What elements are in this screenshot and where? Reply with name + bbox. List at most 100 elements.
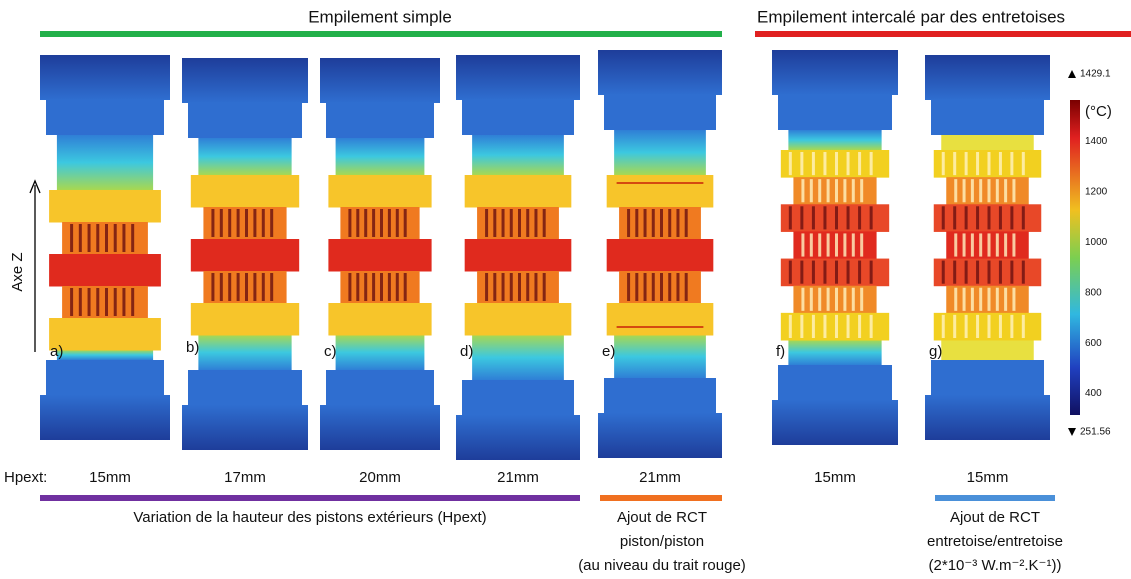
tooth	[501, 273, 505, 301]
tooth	[534, 273, 538, 301]
tooth	[788, 152, 792, 176]
tooth	[1004, 287, 1008, 311]
tooth	[493, 209, 497, 237]
tooth	[851, 287, 855, 311]
tooth	[995, 233, 999, 257]
tooth	[684, 209, 688, 237]
neck	[335, 138, 425, 175]
tooth	[826, 233, 830, 257]
tooth	[941, 206, 945, 230]
tooth	[1021, 314, 1025, 338]
tooth	[823, 314, 827, 338]
tooth	[211, 273, 215, 301]
colorbar-tick: 400	[1085, 388, 1102, 399]
hpext-value: 20mm	[359, 469, 401, 486]
stack-layer	[49, 318, 161, 351]
tooth	[627, 209, 631, 237]
tooth	[542, 273, 546, 301]
tooth	[1012, 287, 1016, 311]
hpext-value: 15mm	[89, 469, 131, 486]
tooth	[635, 209, 639, 237]
stack-layer	[328, 239, 432, 272]
max-arrow	[1068, 70, 1076, 78]
cap-step	[462, 100, 574, 135]
tooth	[122, 224, 126, 252]
neck	[614, 130, 706, 175]
tooth	[245, 209, 248, 237]
tooth	[835, 152, 838, 176]
tooth	[953, 152, 957, 176]
tooth	[236, 273, 240, 301]
caption-line: Ajout de RCT	[950, 509, 1040, 526]
cap	[40, 55, 170, 100]
tooth	[1010, 152, 1014, 176]
stack-layer	[464, 303, 572, 336]
tooth	[995, 179, 999, 203]
panel-label: a)	[50, 343, 63, 360]
stack-layer	[606, 239, 714, 272]
tooth	[509, 273, 513, 301]
tooth	[1012, 179, 1016, 203]
tooth	[835, 233, 838, 257]
tooth	[1010, 260, 1014, 284]
tooth	[501, 209, 505, 237]
tooth	[1012, 233, 1016, 257]
tooth	[811, 206, 815, 230]
tooth	[403, 273, 407, 301]
tooth	[261, 209, 265, 237]
tooth	[253, 273, 257, 301]
stack-layer	[606, 175, 714, 208]
tooth	[800, 260, 804, 284]
min-arrow	[1068, 428, 1076, 436]
tooth	[651, 209, 655, 237]
caption-line: Ajout de RCT	[617, 509, 707, 526]
tooth	[962, 179, 966, 203]
colorbar-tick: 1200	[1085, 186, 1108, 197]
stack-layer	[190, 175, 300, 208]
tooth	[979, 233, 983, 257]
tooth	[954, 287, 958, 311]
neck	[472, 335, 564, 380]
neck	[941, 340, 1034, 360]
tooth	[270, 209, 274, 237]
tooth	[809, 287, 813, 311]
tooth	[987, 233, 991, 257]
tooth	[96, 224, 100, 252]
cap-step	[604, 378, 716, 413]
tooth	[954, 179, 958, 203]
cap-step	[326, 370, 434, 405]
neck	[472, 135, 564, 175]
tooth	[987, 152, 991, 176]
tooth	[976, 152, 980, 176]
tooth	[526, 209, 530, 237]
tooth	[1021, 260, 1025, 284]
tooth	[970, 233, 974, 257]
tooth	[1004, 233, 1008, 257]
neck	[788, 340, 882, 365]
cap-step	[931, 100, 1044, 135]
tooth	[809, 233, 813, 257]
tooth	[485, 209, 489, 237]
tooth	[835, 206, 838, 230]
tooth	[219, 273, 223, 301]
tooth	[78, 224, 82, 252]
tooth	[953, 206, 957, 230]
tooth	[372, 209, 376, 237]
tooth	[851, 179, 855, 203]
tooth	[998, 206, 1002, 230]
tooth	[976, 314, 980, 338]
tooth	[534, 209, 538, 237]
tooth	[356, 209, 360, 237]
cap	[40, 395, 170, 440]
cap-step	[462, 380, 574, 415]
tooth	[953, 260, 957, 284]
tooth	[643, 209, 647, 237]
tooth	[846, 206, 850, 230]
cap-step	[778, 95, 892, 130]
tooth	[970, 179, 974, 203]
tooth	[676, 273, 680, 301]
tooth	[403, 209, 407, 237]
tooth	[78, 288, 82, 316]
tooth	[987, 260, 991, 284]
